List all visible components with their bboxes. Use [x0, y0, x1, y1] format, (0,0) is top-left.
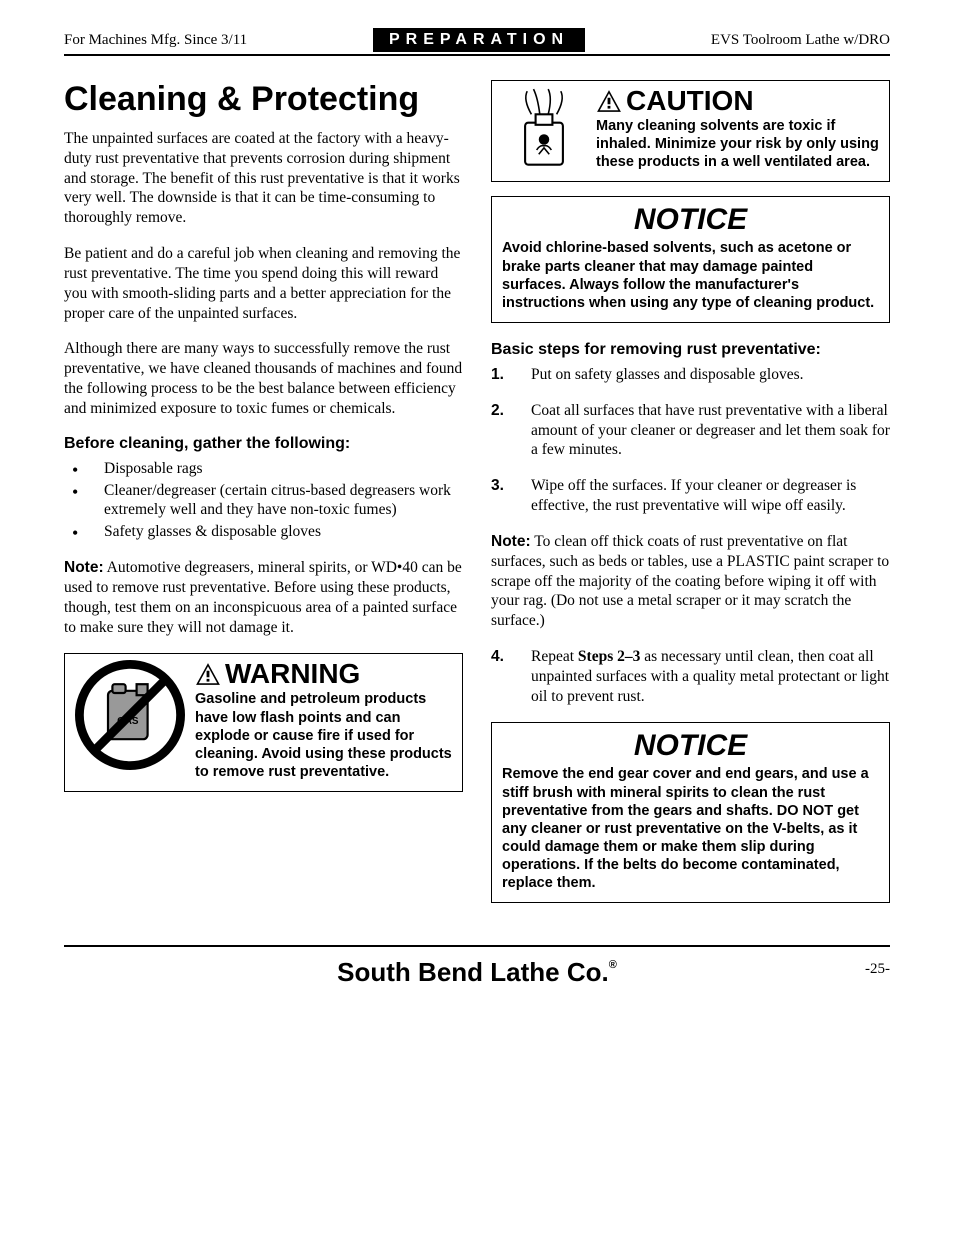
- header-center-badge: PREPARATION: [373, 28, 585, 52]
- degreaser-note: Note: Automotive degreasers, mineral spi…: [64, 558, 463, 637]
- note-label: Note:: [64, 559, 104, 576]
- alert-triangle-icon: [195, 662, 221, 686]
- header-left-text: For Machines Mfg. Since 3/11: [64, 32, 247, 49]
- no-gas-icon: GAS: [75, 660, 185, 770]
- notice-box-1: NOTICE Avoid chlorine-based solvents, su…: [491, 196, 890, 323]
- warning-box: GAS WARNING Gasoline and pet: [64, 653, 463, 792]
- notice-box-2: NOTICE Remove the end gear cover and end…: [491, 722, 890, 903]
- notice-heading: NOTICE: [502, 729, 879, 763]
- caution-body: Many cleaning solvents are toxic if inha…: [596, 117, 879, 171]
- steps-list: 1.Put on safety glasses and disposable g…: [491, 365, 890, 707]
- note-text: Automotive degreasers, mineral spirits, …: [64, 559, 462, 635]
- header-right-text: EVS Toolroom Lathe w/DRO: [711, 32, 890, 49]
- note-label: Note:: [491, 533, 531, 550]
- intro-paragraph-3: Although there are many ways to successf…: [64, 339, 463, 418]
- list-item: Safety glasses & disposable gloves: [64, 522, 463, 542]
- step-note: Note: To clean off thick coats of rust p…: [491, 532, 890, 631]
- notice-body: Remove the end gear cover and end gears,…: [502, 765, 879, 892]
- warning-body: Gasoline and petroleum products have low…: [195, 690, 452, 781]
- left-column: Cleaning & Protecting The unpainted surf…: [64, 80, 463, 917]
- right-column: CAUTION Many cleaning solvents are toxic…: [491, 80, 890, 917]
- notice-body: Avoid chlorine-based solvents, such as a…: [502, 239, 879, 312]
- page-header: For Machines Mfg. Since 3/11 PREPARATION…: [64, 28, 890, 56]
- toxic-solvent-icon: [502, 87, 586, 171]
- caution-box: CAUTION Many cleaning solvents are toxic…: [491, 80, 890, 182]
- warning-heading: WARNING: [195, 660, 452, 688]
- list-item: Cleaner/degreaser (certain citrus-based …: [64, 481, 463, 521]
- step-item: 3.Wipe off the surfaces. If your cleaner…: [491, 476, 890, 516]
- intro-paragraph-2: Be patient and do a careful job when cle…: [64, 244, 463, 323]
- alert-triangle-icon: [596, 89, 622, 113]
- step-item: 1.Put on safety glasses and disposable g…: [491, 365, 890, 385]
- intro-paragraph-1: The unpainted surfaces are coated at the…: [64, 129, 463, 228]
- gather-list: Disposable rags Cleaner/degreaser (certa…: [64, 459, 463, 542]
- step-item: 4. Repeat Steps 2–3 as necessary until c…: [491, 647, 890, 706]
- list-item: Disposable rags: [64, 459, 463, 479]
- footer-page-number: -25-: [865, 961, 890, 978]
- step-item: 2.Coat all surfaces that have rust preve…: [491, 401, 890, 460]
- content-columns: Cleaning & Protecting The unpainted surf…: [64, 80, 890, 917]
- gather-heading: Before cleaning, gather the following:: [64, 435, 463, 453]
- notice-heading: NOTICE: [502, 203, 879, 237]
- footer-company: South Bend Lathe Co.®: [64, 957, 890, 988]
- steps-heading: Basic steps for removing rust preventati…: [491, 341, 890, 359]
- caution-heading: CAUTION: [596, 87, 879, 115]
- page-footer: South Bend Lathe Co.® -25-: [64, 945, 890, 993]
- page-title: Cleaning & Protecting: [64, 80, 463, 119]
